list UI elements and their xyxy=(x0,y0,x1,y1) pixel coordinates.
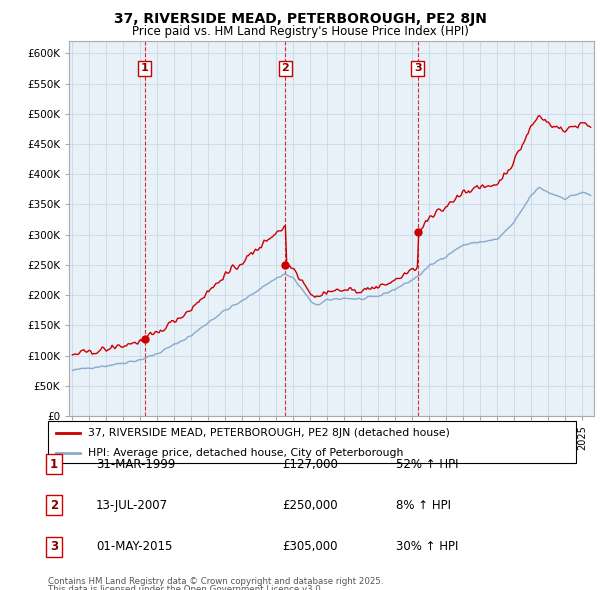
Text: 30% ↑ HPI: 30% ↑ HPI xyxy=(396,540,458,553)
Text: 1: 1 xyxy=(141,64,148,74)
Text: 13-JUL-2007: 13-JUL-2007 xyxy=(96,499,168,512)
Text: 1: 1 xyxy=(50,457,58,471)
Text: 2: 2 xyxy=(50,499,58,512)
Text: 3: 3 xyxy=(50,540,58,553)
Text: Contains HM Land Registry data © Crown copyright and database right 2025.: Contains HM Land Registry data © Crown c… xyxy=(48,577,383,586)
Text: HPI: Average price, detached house, City of Peterborough: HPI: Average price, detached house, City… xyxy=(88,448,403,457)
Text: £127,000: £127,000 xyxy=(282,457,338,471)
Text: 8% ↑ HPI: 8% ↑ HPI xyxy=(396,499,451,512)
Text: 31-MAR-1999: 31-MAR-1999 xyxy=(96,457,175,471)
Text: £305,000: £305,000 xyxy=(282,540,337,553)
Text: 37, RIVERSIDE MEAD, PETERBOROUGH, PE2 8JN: 37, RIVERSIDE MEAD, PETERBOROUGH, PE2 8J… xyxy=(113,12,487,26)
Text: 37, RIVERSIDE MEAD, PETERBOROUGH, PE2 8JN (detached house): 37, RIVERSIDE MEAD, PETERBOROUGH, PE2 8J… xyxy=(88,428,449,438)
Text: 01-MAY-2015: 01-MAY-2015 xyxy=(96,540,172,553)
Text: 2: 2 xyxy=(281,64,289,74)
Text: £250,000: £250,000 xyxy=(282,499,338,512)
Text: 3: 3 xyxy=(414,64,422,74)
Text: 52% ↑ HPI: 52% ↑ HPI xyxy=(396,457,458,471)
Text: This data is licensed under the Open Government Licence v3.0.: This data is licensed under the Open Gov… xyxy=(48,585,323,590)
Text: Price paid vs. HM Land Registry's House Price Index (HPI): Price paid vs. HM Land Registry's House … xyxy=(131,25,469,38)
